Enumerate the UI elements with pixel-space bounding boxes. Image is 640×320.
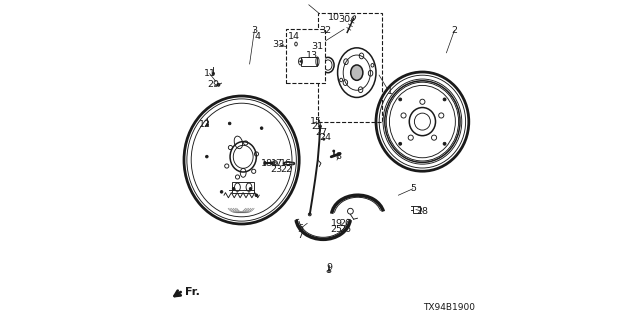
Text: 10: 10 bbox=[328, 13, 340, 22]
Ellipse shape bbox=[220, 191, 223, 193]
Ellipse shape bbox=[255, 194, 258, 196]
Text: 32: 32 bbox=[319, 26, 331, 35]
Text: 9: 9 bbox=[326, 263, 332, 272]
Text: 19: 19 bbox=[331, 220, 342, 228]
Text: 5: 5 bbox=[410, 184, 416, 193]
Text: 11: 11 bbox=[204, 69, 216, 78]
Ellipse shape bbox=[206, 124, 209, 126]
Bar bbox=[287, 29, 324, 83]
Ellipse shape bbox=[218, 83, 220, 86]
Text: 16: 16 bbox=[280, 159, 292, 168]
Ellipse shape bbox=[443, 98, 446, 101]
Text: 8: 8 bbox=[335, 152, 342, 161]
Text: 6: 6 bbox=[297, 224, 303, 233]
Ellipse shape bbox=[443, 142, 446, 145]
Ellipse shape bbox=[351, 65, 363, 80]
Text: 2: 2 bbox=[451, 26, 458, 35]
Bar bbox=[319, 13, 383, 122]
Text: 29: 29 bbox=[208, 80, 220, 89]
Text: TX94B1900: TX94B1900 bbox=[423, 303, 475, 312]
Ellipse shape bbox=[212, 72, 214, 75]
Ellipse shape bbox=[232, 188, 235, 190]
Text: 33: 33 bbox=[272, 40, 285, 49]
Text: 17: 17 bbox=[271, 159, 283, 168]
Ellipse shape bbox=[399, 98, 402, 101]
Ellipse shape bbox=[399, 142, 402, 145]
Text: 7: 7 bbox=[297, 231, 303, 240]
Text: 4: 4 bbox=[255, 32, 260, 41]
Text: 22: 22 bbox=[280, 165, 292, 174]
Text: 20: 20 bbox=[340, 220, 351, 228]
Text: 12: 12 bbox=[199, 120, 211, 129]
Text: 18: 18 bbox=[261, 159, 273, 168]
Text: 30: 30 bbox=[339, 15, 350, 24]
Text: Fr.: Fr. bbox=[185, 287, 200, 297]
Ellipse shape bbox=[228, 122, 231, 125]
Bar bbox=[413, 206, 420, 213]
Ellipse shape bbox=[260, 127, 263, 129]
Text: 1: 1 bbox=[387, 87, 394, 96]
Text: 28: 28 bbox=[417, 207, 428, 216]
Text: 27: 27 bbox=[315, 128, 327, 137]
Text: 15: 15 bbox=[310, 117, 322, 126]
Ellipse shape bbox=[205, 155, 208, 158]
Ellipse shape bbox=[300, 61, 301, 62]
Text: 21: 21 bbox=[312, 122, 323, 131]
Text: 14: 14 bbox=[289, 32, 300, 41]
Text: 13: 13 bbox=[306, 52, 318, 60]
Text: 31: 31 bbox=[311, 42, 323, 51]
Text: 25: 25 bbox=[331, 225, 342, 234]
Text: 26: 26 bbox=[340, 225, 351, 234]
Text: 3: 3 bbox=[252, 26, 257, 35]
Ellipse shape bbox=[250, 188, 252, 190]
Text: 23: 23 bbox=[271, 165, 283, 174]
Bar bbox=[301, 57, 317, 66]
Text: 24: 24 bbox=[320, 133, 332, 142]
Ellipse shape bbox=[323, 138, 325, 140]
Ellipse shape bbox=[333, 150, 335, 152]
